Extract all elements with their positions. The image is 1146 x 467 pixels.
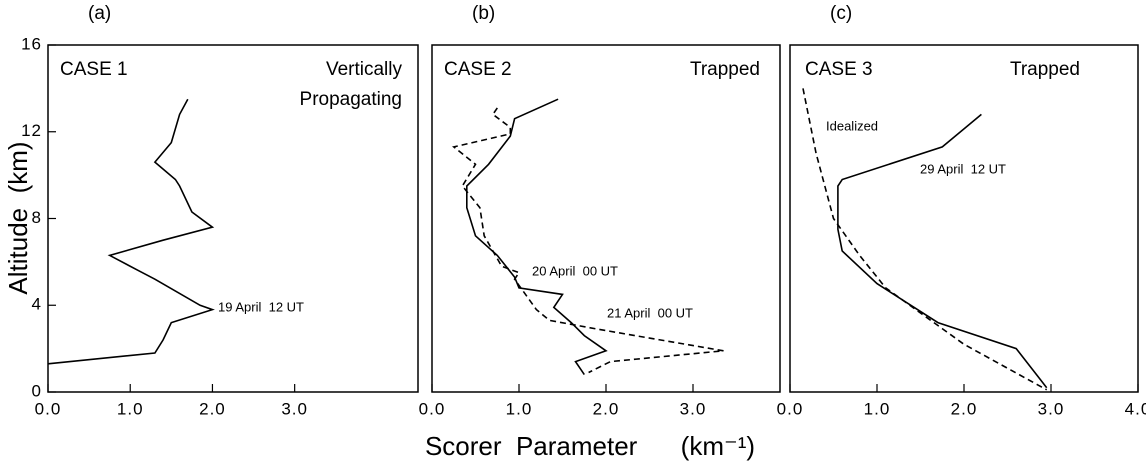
panel-label: (b) (472, 3, 495, 24)
x-axis-label: Scorer Parameter (km⁻¹) (425, 431, 755, 461)
annotation: Trapped (1010, 59, 1080, 80)
x-tick-label: 2.0 (593, 399, 620, 418)
x-tick-label: 3.0 (680, 399, 707, 418)
x-tick-label: 4.0 (1125, 399, 1146, 418)
profile-line (837, 113, 1048, 389)
profile-line (466, 98, 608, 376)
series-label: 29 April 12 UT (920, 161, 1006, 176)
plot-frame (789, 44, 1139, 393)
x-tick-label: 0.0 (35, 399, 62, 418)
x-tick-label: 1.0 (864, 399, 891, 418)
x-tick-label: 1.0 (117, 399, 144, 418)
y-tick-label: 12 (21, 121, 42, 140)
panel-label: (a) (88, 3, 111, 24)
annotation: CASE 2 (444, 59, 512, 80)
panel-label: (c) (830, 3, 852, 24)
annotation: Vertically (326, 59, 403, 80)
annotation: Trapped (690, 59, 760, 80)
x-tick-label: 2.0 (951, 399, 978, 418)
x-tick-label: 3.0 (281, 399, 308, 418)
series-label: 21 April 00 UT (607, 305, 693, 320)
x-tick-label: 2.0 (199, 399, 226, 418)
y-tick-label: 16 (21, 34, 42, 53)
series-label: Idealized (826, 118, 878, 133)
plot-frame (431, 44, 781, 393)
x-tick-label: 1.0 (506, 399, 533, 418)
series-label: 19 April 12 UT (218, 299, 304, 314)
series-label: 20 April 00 UT (532, 263, 618, 278)
annotation: CASE 3 (805, 59, 873, 80)
annotation: Propagating (300, 89, 402, 110)
x-tick-label: 3.0 (1038, 399, 1065, 418)
x-tick-label: 0.0 (777, 399, 804, 418)
profile-line (47, 98, 215, 365)
y-tick-label: 8 (32, 208, 42, 227)
y-tick-label: 0 (32, 381, 42, 400)
annotation: CASE 1 (60, 59, 128, 80)
y-tick-label: 4 (32, 295, 42, 314)
x-tick-label: 0.0 (419, 399, 446, 418)
y-axis-label: Altitude (km) (3, 141, 33, 294)
profile-line (452, 107, 724, 374)
